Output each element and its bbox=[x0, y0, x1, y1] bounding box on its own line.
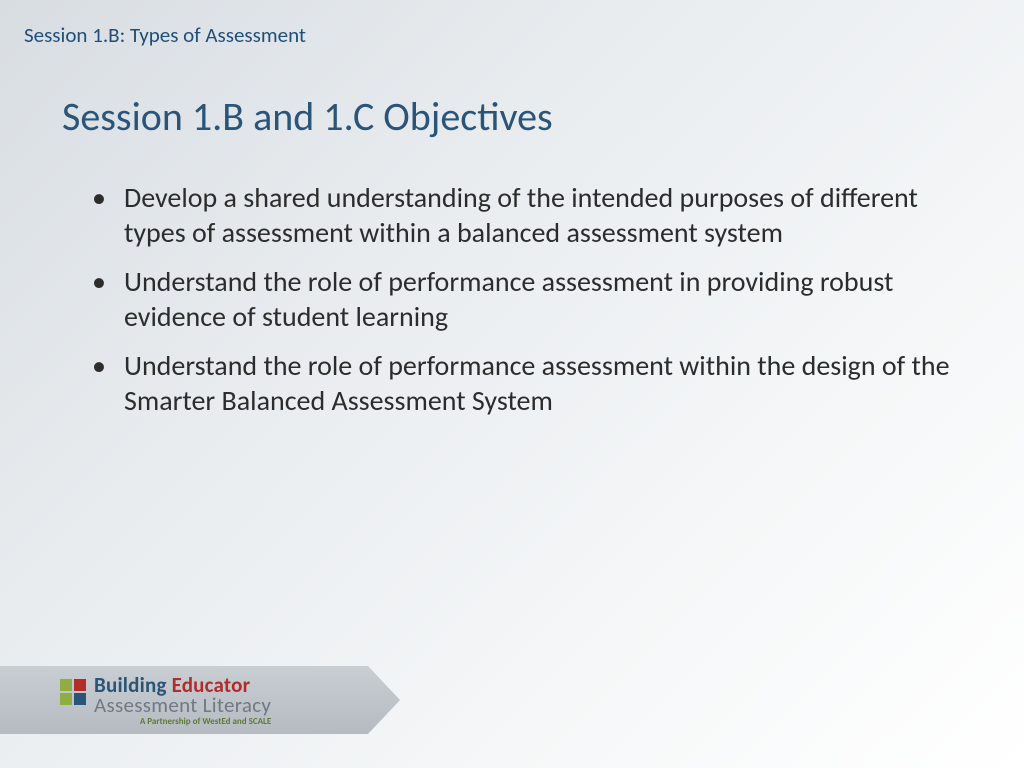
footer-logo: Building Educator Assessment Literacy A … bbox=[60, 675, 271, 726]
list-item: Understand the role of performance asses… bbox=[92, 348, 964, 418]
logo-line2: Assessment Literacy bbox=[94, 695, 271, 716]
logo-square bbox=[60, 679, 72, 691]
objectives-list: Develop a shared understanding of the in… bbox=[92, 180, 964, 432]
logo-square bbox=[74, 693, 86, 705]
list-item: Understand the role of performance asses… bbox=[92, 264, 964, 334]
footer-banner: Building Educator Assessment Literacy A … bbox=[0, 666, 400, 734]
page-title: Session 1.B and 1.C Objectives bbox=[62, 92, 553, 141]
logo-square bbox=[74, 679, 86, 691]
logo-text: Building Educator Assessment Literacy A … bbox=[94, 675, 271, 726]
session-label: Session 1.B: Types of Assessment bbox=[24, 22, 306, 48]
list-item: Develop a shared understanding of the in… bbox=[92, 180, 964, 250]
logo-line3: A Partnership of WestEd and SCALE bbox=[94, 717, 271, 726]
logo-squares-icon bbox=[60, 679, 86, 705]
logo-square bbox=[60, 693, 72, 705]
